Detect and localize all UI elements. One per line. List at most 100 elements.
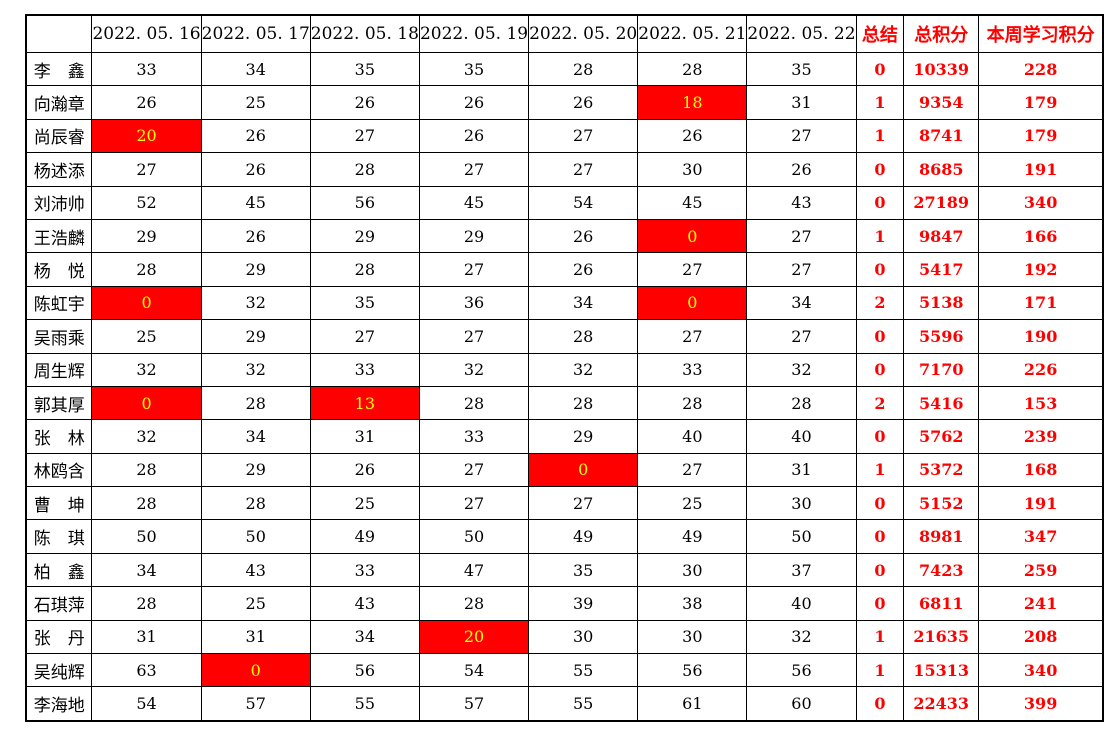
score-cell: 26: [200, 218, 311, 254]
score-cell: 34: [309, 619, 420, 655]
score-cell: 27: [418, 452, 530, 488]
table-row: 杨 悦 28 29 28 27 26 27 27 0 5417 192: [25, 252, 1104, 287]
column-header: 2022. 05. 16: [91, 14, 202, 53]
score-cell: 27: [528, 486, 639, 521]
score-cell-highlighted: 13: [309, 385, 420, 421]
score-cell: 28: [637, 385, 748, 421]
score-cell: 40: [746, 419, 857, 454]
weekly-points-cell: 192: [978, 252, 1104, 287]
total-points-cell: 5416: [903, 385, 980, 421]
score-cell: 32: [746, 619, 857, 655]
score-cell: 30: [637, 619, 748, 655]
score-cell: 32: [91, 352, 202, 387]
student-name: 李海地: [25, 686, 93, 722]
score-cell: 43: [200, 552, 311, 588]
score-cell: 56: [637, 653, 748, 688]
total-points-cell: 5762: [903, 419, 980, 454]
score-cell: 28: [309, 252, 420, 287]
score-cell: 34: [91, 552, 202, 588]
table-row: 杨述添 27 26 28 27 27 30 26 0 8685 191: [25, 152, 1104, 187]
table-header: 2022. 05. 16 2022. 05. 17 2022. 05. 18 2022…: [25, 14, 1104, 53]
score-cell: 27: [309, 319, 420, 354]
score-cell: 28: [200, 385, 311, 421]
weekly-points-cell: 340: [978, 185, 1104, 220]
weekly-points-cell: 168: [978, 452, 1104, 488]
weekly-points-cell: 347: [978, 519, 1104, 554]
score-cell: 27: [746, 319, 857, 354]
score-cell-highlighted: 0: [200, 653, 311, 688]
score-cell: 28: [637, 51, 748, 87]
score-cell: 50: [200, 519, 311, 554]
score-cell: 50: [418, 519, 530, 554]
score-cell: 55: [528, 686, 639, 722]
summary-cell: 0: [855, 486, 905, 521]
score-cell: 55: [309, 686, 420, 722]
summary-cell: 0: [855, 519, 905, 554]
column-header: 2022. 05. 21: [637, 14, 748, 53]
score-cell: 33: [418, 419, 530, 454]
summary-cell: 0: [855, 419, 905, 454]
weekly-points-cell: 179: [978, 85, 1104, 120]
score-cell: 45: [418, 185, 530, 220]
score-cell: 33: [309, 552, 420, 588]
score-cell: 56: [746, 653, 857, 688]
score-cell: 26: [528, 85, 639, 120]
score-cell: 30: [637, 552, 748, 588]
student-name: 向瀚章: [25, 85, 93, 120]
score-cell: 29: [309, 218, 420, 254]
score-cell-highlighted: 20: [418, 619, 530, 655]
weekly-points-cell: 179: [978, 118, 1104, 154]
column-header: 2022. 05. 22: [746, 14, 857, 53]
column-header: 2022. 05. 17: [200, 14, 311, 53]
score-cell: 37: [746, 552, 857, 588]
score-cell: 27: [528, 152, 639, 187]
score-cell: 28: [528, 319, 639, 354]
score-cell: 49: [528, 519, 639, 554]
summary-cell: 1: [855, 653, 905, 688]
score-cell: 30: [637, 152, 748, 187]
score-cell-highlighted: 20: [91, 118, 202, 154]
score-cell: 34: [200, 419, 311, 454]
score-cell: 27: [637, 319, 748, 354]
summary-cell: 1: [855, 619, 905, 655]
score-cell: 50: [91, 519, 202, 554]
score-cell: 27: [746, 118, 857, 154]
table-row: 李海地 54 57 55 57 55 61 60 0 22433 399: [25, 686, 1104, 722]
score-cell: 54: [418, 653, 530, 688]
score-cell: 38: [637, 586, 748, 621]
table-row: 周生辉 32 32 33 32 32 33 32 0 7170 226: [25, 352, 1104, 387]
score-cell: 31: [309, 419, 420, 454]
score-cell: 27: [528, 118, 639, 154]
summary-cell: 0: [855, 586, 905, 621]
summary-cell: 0: [855, 552, 905, 588]
score-cell-highlighted: 0: [91, 285, 202, 321]
student-name: 李 鑫: [25, 51, 93, 87]
score-cell: 35: [309, 51, 420, 87]
student-name: 陈 琪: [25, 519, 93, 554]
score-cell: 63: [91, 653, 202, 688]
summary-cell: 0: [855, 51, 905, 87]
total-points-cell: 9354: [903, 85, 980, 120]
weekly-points-cell: 208: [978, 619, 1104, 655]
table-row: 王浩麟 29 26 29 29 26 0 27 1 9847 166: [25, 218, 1104, 254]
total-points-cell: 7423: [903, 552, 980, 588]
weekly-points-cell: 228: [978, 51, 1104, 87]
score-cell: 29: [528, 419, 639, 454]
score-cell: 32: [200, 285, 311, 321]
total-points-cell: 21635: [903, 619, 980, 655]
score-cell: 25: [200, 586, 311, 621]
score-cell: 26: [746, 152, 857, 187]
weekly-points-cell: 166: [978, 218, 1104, 254]
score-cell: 26: [309, 452, 420, 488]
student-name: 张 林: [25, 419, 93, 454]
summary-cell: 1: [855, 218, 905, 254]
score-cell: 31: [746, 452, 857, 488]
score-cell: 47: [418, 552, 530, 588]
score-cell: 31: [91, 619, 202, 655]
score-cell: 54: [91, 686, 202, 722]
score-cell: 34: [746, 285, 857, 321]
score-cell: 26: [200, 152, 311, 187]
score-cell: 27: [418, 152, 530, 187]
table-row: 尚辰睿 20 26 27 26 27 26 27 1 8741 179: [25, 118, 1104, 154]
student-name: 周生辉: [25, 352, 93, 387]
